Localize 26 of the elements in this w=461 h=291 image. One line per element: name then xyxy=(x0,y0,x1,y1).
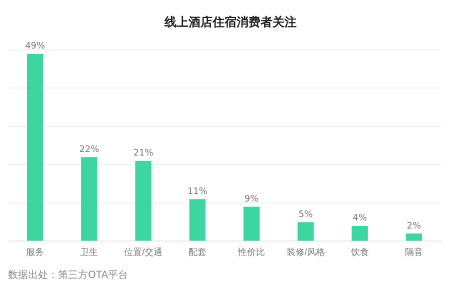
data-label: 9% xyxy=(244,194,260,205)
x-tick-label: 隔音 xyxy=(404,247,423,258)
data-label: 11% xyxy=(187,186,208,197)
bar xyxy=(243,206,260,241)
data-label: 21% xyxy=(133,148,154,159)
bar xyxy=(352,226,368,241)
bar xyxy=(135,160,152,241)
x-tick-label: 卫生 xyxy=(80,247,98,258)
x-tick-label: 服务 xyxy=(26,247,44,258)
x-tick-label: 性价比 xyxy=(237,247,266,258)
bar xyxy=(298,222,314,241)
bar xyxy=(189,199,206,241)
data-label: 4% xyxy=(352,214,368,224)
data-label: 2% xyxy=(406,221,422,232)
text: 数据出处：第三方OTA平台 xyxy=(8,268,128,282)
x-tick-label: 位置/交通 xyxy=(124,247,163,258)
data-label: 5% xyxy=(298,210,314,220)
x-tick-label: 饮食 xyxy=(350,247,369,258)
data-label: 49% xyxy=(25,42,46,52)
x-tick-label: 装修/风格 xyxy=(286,247,325,258)
bar xyxy=(406,234,422,241)
chart-title: 线上酒店住宿消费者关注 xyxy=(163,14,298,31)
data-label: 22% xyxy=(79,144,100,155)
bar xyxy=(26,54,44,241)
x-tick-label: 配套 xyxy=(188,247,206,258)
bar xyxy=(81,157,98,241)
